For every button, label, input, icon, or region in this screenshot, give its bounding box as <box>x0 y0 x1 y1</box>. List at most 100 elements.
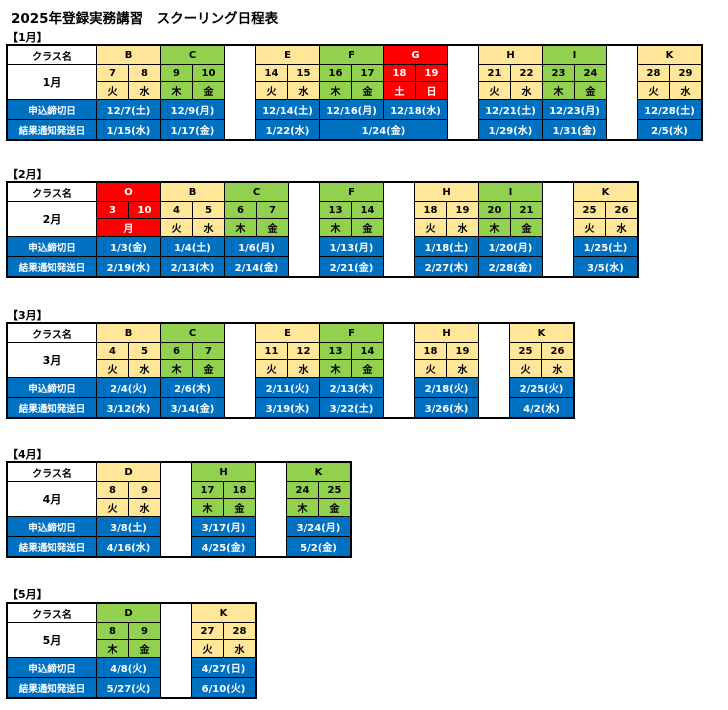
day-cell: 25 <box>574 202 605 218</box>
day-cell: 4 <box>97 343 128 359</box>
weekday-cell: 水 <box>542 360 573 377</box>
day-cell: 15 <box>288 65 319 81</box>
day-cell: 9 <box>161 65 192 81</box>
day-cell: 17 <box>352 65 383 81</box>
class-name-cell: D <box>97 604 160 622</box>
weekday-cell: 火 <box>415 360 446 377</box>
weekday-cell: 木 <box>543 82 574 99</box>
day-cell: 7 <box>257 202 288 218</box>
day-cell: 21 <box>511 202 542 218</box>
month-name: 3月 <box>8 343 96 377</box>
notice-cell: 1/22(水) <box>256 120 319 139</box>
weekday-cell: 火 <box>256 360 287 377</box>
weekday-cell: 木 <box>192 499 223 516</box>
class-name-cell: H <box>479 46 542 64</box>
weekday-cell: 木 <box>161 360 192 377</box>
day-cell: 10 <box>129 202 160 218</box>
day-cell: 23 <box>543 65 574 81</box>
weekday-cell: 火 <box>97 82 128 99</box>
weekday-cell: 木 <box>320 82 351 99</box>
day-cell: 27 <box>192 623 223 639</box>
weekday-cell: 水 <box>606 219 637 236</box>
class-name-cell: B <box>97 46 160 64</box>
weekday-cell: 水 <box>511 82 542 99</box>
weekday-cell: 木 <box>97 640 128 657</box>
weekday-cell: 火 <box>479 82 510 99</box>
day-cell: 5 <box>193 202 224 218</box>
month-name: 2月 <box>8 202 96 236</box>
schedule-table: クラス名 1月 申込締切日 結果通知発送日 B 7 8 火水 12/7(土) 1/15(水) C 9 1… <box>6 44 703 141</box>
notice-cell: 5/27(火) <box>97 678 160 697</box>
class-name-cell: H <box>192 463 255 481</box>
deadline-cell: 12/7(土) <box>97 100 160 119</box>
notice-cell: 2/13(木) <box>161 257 224 276</box>
deadline-cell: 1/25(土) <box>574 237 637 256</box>
day-cell: 18 <box>384 65 415 81</box>
weekday-cell: 水 <box>288 360 319 377</box>
deadline-row-label: 申込締切日 <box>8 658 96 677</box>
class-name-cell: K <box>192 604 255 622</box>
weekday-cell: 火 <box>192 640 223 657</box>
class-name-header: クラス名 <box>8 46 96 64</box>
weekday-cell: 火 <box>638 82 669 99</box>
column-spacer <box>161 604 191 697</box>
weekday-cell: 水 <box>447 219 478 236</box>
day-cell: 19 <box>416 65 447 81</box>
weekday-cell: 水 <box>193 219 224 236</box>
column-spacer <box>225 324 255 417</box>
weekday-cell: 火 <box>256 82 287 99</box>
schedule-table: クラス名 3月 申込締切日 結果通知発送日 B 4 5 火水 2/4(火) 3/12(水) C 6 7 木… <box>6 322 575 419</box>
deadline-cell: 12/18(水) <box>384 100 447 119</box>
notice-cell: 3/5(水) <box>574 257 637 276</box>
weekday-cell: 水 <box>224 640 255 657</box>
weekday-cell: 水 <box>288 82 319 99</box>
day-cell: 13 <box>320 343 351 359</box>
class-name-cell: E <box>256 46 319 64</box>
month-section-label: 【5月】 <box>7 588 48 601</box>
day-cell: 10 <box>193 65 224 81</box>
weekday-cell: 水 <box>447 360 478 377</box>
deadline-cell: 3/17(月) <box>192 517 255 536</box>
class-name-cell: K <box>510 324 573 342</box>
deadline-cell: 3/8(土) <box>97 517 160 536</box>
month-name: 5月 <box>8 623 96 657</box>
class-name-cell: B <box>161 183 224 201</box>
day-cell: 28 <box>224 623 255 639</box>
month-name: 4月 <box>8 482 96 516</box>
notice-cell: 4/25(金) <box>192 537 255 556</box>
day-cell: 4 <box>161 202 192 218</box>
day-cell: 18 <box>415 202 446 218</box>
deadline-cell: 12/14(土) <box>256 100 319 119</box>
month-section-label: 【4月】 <box>7 448 48 461</box>
deadline-cell: 2/6(木) <box>161 378 224 397</box>
class-name-cell: O <box>97 183 160 201</box>
deadline-cell: 12/9(月) <box>161 100 224 119</box>
column-spacer <box>256 463 286 556</box>
weekday-cell: 木 <box>161 82 192 99</box>
weekday-cell: 木 <box>320 219 351 236</box>
class-name-header: クラス名 <box>8 183 96 201</box>
deadline-cell: 2/4(火) <box>97 378 160 397</box>
class-name-cell: H <box>415 324 478 342</box>
weekday-cell: 金 <box>257 219 288 236</box>
notice-cell: 1/31(金) <box>543 120 606 139</box>
weekday-cell: 金 <box>319 499 350 516</box>
notice-cell: 2/27(木) <box>415 257 478 276</box>
weekday-cell: 水 <box>129 499 160 516</box>
notice-cell: 4/16(水) <box>97 537 160 556</box>
class-name-cell: I <box>543 46 606 64</box>
weekday-cell: 木 <box>287 499 318 516</box>
weekday-cell: 木 <box>225 219 256 236</box>
notice-cell: 2/28(金) <box>479 257 542 276</box>
deadline-cell: 1/6(月) <box>225 237 288 256</box>
weekday-cell: 木 <box>479 219 510 236</box>
notice-cell: 2/19(水) <box>97 257 160 276</box>
deadline-cell: 2/18(火) <box>415 378 478 397</box>
deadline-cell: 12/16(月) <box>320 100 383 119</box>
deadline-cell: 4/8(火) <box>97 658 160 677</box>
class-name-cell: D <box>97 463 160 481</box>
day-cell: 8 <box>97 482 128 498</box>
notice-cell: 2/5(水) <box>638 120 701 139</box>
day-cell: 6 <box>161 343 192 359</box>
class-name-cell: H <box>415 183 478 201</box>
